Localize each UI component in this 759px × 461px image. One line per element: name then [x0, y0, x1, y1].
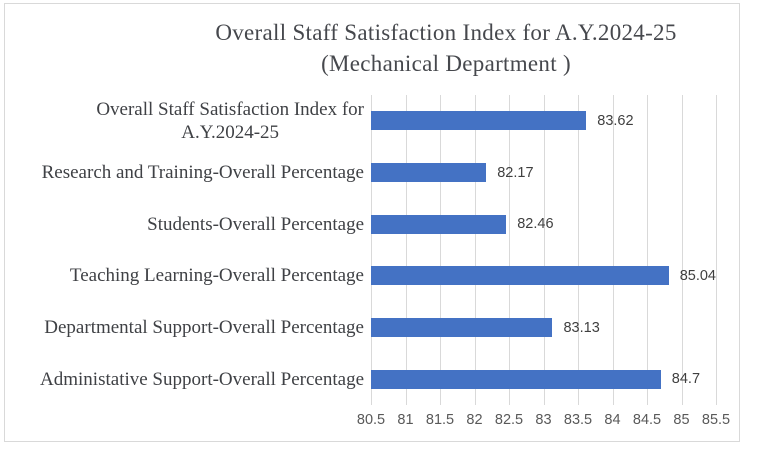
value-axis: 80.5 81 81.5 82 82.5 83 83.5 84 84.5 85 85.5 [357, 412, 730, 434]
gridline [543, 95, 545, 405]
gridline [371, 95, 372, 405]
chart-title-line2: (Mechanical Department ) [321, 51, 571, 76]
bar[interactable] [371, 369, 661, 389]
bar-value-label: 85.04 [679, 267, 716, 284]
gridline [716, 95, 717, 405]
gridline [578, 95, 579, 405]
x-tick-label: 85.5 [701, 412, 731, 428]
bar-row: 82.17 [371, 147, 716, 199]
gridline [509, 95, 510, 405]
x-tick-label: 82 [466, 412, 483, 428]
bar-value-label: 83.62 [597, 112, 634, 129]
bar-row: 85.04 [371, 250, 716, 302]
bar-row: 84.7 [371, 353, 716, 405]
bar[interactable] [371, 266, 669, 286]
x-tick-label: 80.5 [356, 412, 386, 428]
bar[interactable] [371, 214, 507, 234]
bar-value-label: 82.17 [497, 164, 534, 181]
gridline [681, 95, 683, 405]
bar[interactable] [371, 318, 553, 338]
gridline [405, 95, 407, 405]
bar-series: 83.62 82.17 82.46 85.04 83.13 84.7 [371, 95, 716, 405]
x-tick-label: 81.5 [425, 412, 455, 428]
gridline [647, 95, 648, 405]
x-tick-label: 85 [673, 412, 690, 428]
category-label: Administative Support-Overall Percentage [40, 368, 364, 390]
category-label: Teaching Learning-Overall Percentage [69, 265, 364, 287]
category-label: Departmental Support-Overall Percentage [44, 317, 364, 339]
x-tick-label: 84 [604, 412, 621, 428]
bar[interactable] [371, 163, 487, 182]
bar-value-label: 82.46 [517, 216, 554, 233]
chart-title: Overall Staff Satisfaction Index for A.Y… [150, 17, 742, 79]
bar-value-label: 83.13 [563, 319, 600, 336]
x-tick-label: 81 [397, 412, 414, 428]
gridline [612, 95, 614, 405]
x-tick-label: 83.5 [563, 412, 593, 428]
bar-value-label: 84.7 [671, 371, 701, 388]
bar[interactable] [371, 111, 587, 131]
x-tick-label: 84.5 [632, 412, 662, 428]
category-axis: Overall Staff Satisfaction Index for A.Y… [0, 95, 366, 405]
x-tick-label: 83 [535, 412, 552, 428]
category-label: Research and Training-Overall Percentage [41, 162, 364, 183]
gridline [440, 95, 441, 405]
x-tick-label: 82.5 [494, 412, 524, 428]
category-label: Overall Staff Satisfaction Index for A.Y… [96, 98, 364, 143]
gridline [474, 95, 476, 405]
chart-title-line1: Overall Staff Satisfaction Index for A.Y… [215, 20, 677, 45]
bar-row: 83.13 [371, 302, 716, 354]
plot-area: 83.62 82.17 82.46 85.04 83.13 84.7 [371, 95, 717, 405]
category-label: Students-Overall Percentage [147, 213, 364, 235]
bar-row: 83.62 [371, 95, 716, 147]
bar-row: 82.46 [371, 198, 716, 250]
